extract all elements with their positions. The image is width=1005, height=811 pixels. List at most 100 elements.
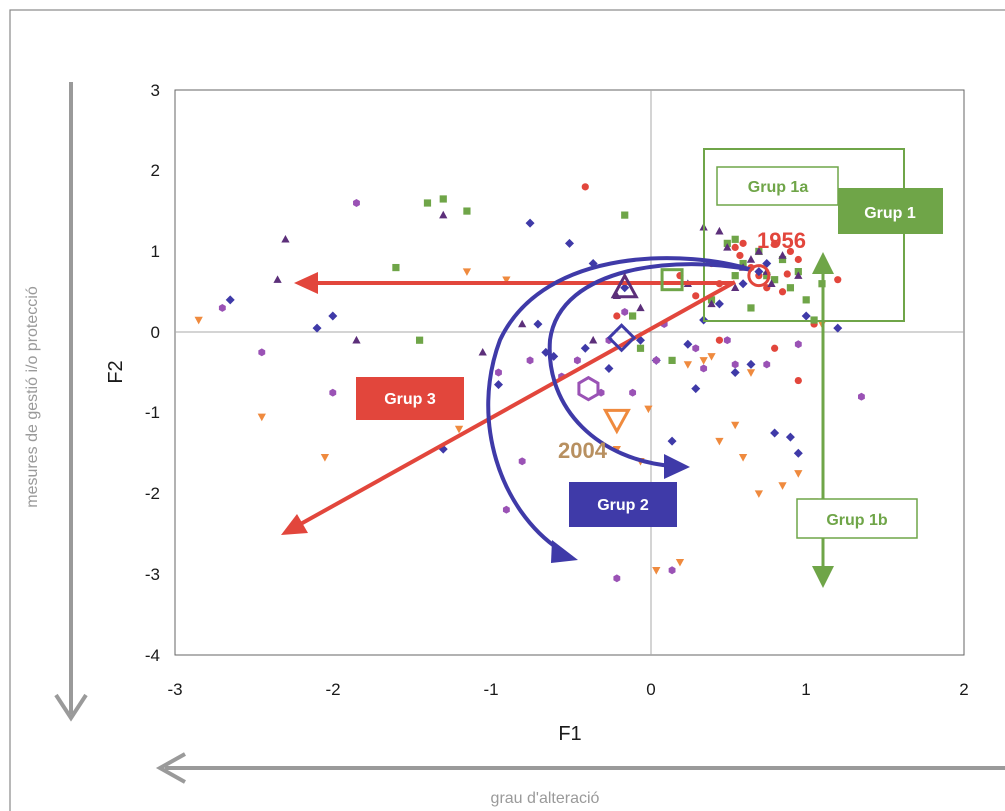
data-point-square bbox=[415, 336, 424, 344]
x-tick: 2 bbox=[959, 680, 968, 699]
data-point-circle bbox=[771, 239, 779, 247]
data-point-triangle bbox=[715, 226, 724, 235]
x-tick: 0 bbox=[646, 680, 655, 699]
data-point-triangle bbox=[731, 283, 740, 291]
data-point-square bbox=[778, 255, 787, 264]
group-3-label: Grup 3 bbox=[384, 391, 436, 408]
year-1956-label: 1956 bbox=[757, 228, 806, 253]
data-point-hexagon bbox=[218, 303, 226, 312]
group-1a-label: Grup 1a bbox=[748, 179, 809, 196]
centroid-marker-square bbox=[660, 268, 684, 292]
data-point-triangle-down bbox=[652, 567, 661, 575]
data-point-hexagon bbox=[794, 340, 802, 349]
data-point-diamond bbox=[533, 319, 543, 329]
data-point-hexagon bbox=[629, 388, 637, 397]
data-point-diamond bbox=[833, 323, 843, 333]
data-point-triangle-down bbox=[675, 558, 685, 567]
data-point-hexagon bbox=[763, 360, 771, 369]
data-point-hexagon bbox=[518, 457, 526, 466]
group-2-arrows bbox=[486, 256, 753, 563]
y-tick: -4 bbox=[145, 646, 160, 665]
data-point-hexagon bbox=[495, 368, 502, 377]
data-point-hexagon bbox=[858, 392, 865, 401]
group-1-label: Grup 1 bbox=[864, 205, 916, 222]
data-point-square bbox=[423, 199, 432, 207]
x-axis-title: F1 bbox=[558, 723, 581, 745]
data-point-square bbox=[771, 276, 779, 284]
data-point-triangle-down bbox=[754, 490, 763, 498]
y-axis-title: F2 bbox=[105, 360, 127, 383]
data-point-hexagon bbox=[526, 356, 534, 365]
data-point-diamond bbox=[754, 267, 764, 277]
data-point-diamond bbox=[565, 238, 574, 248]
data-point-triangle bbox=[746, 255, 756, 263]
data-point-triangle-down bbox=[454, 425, 464, 434]
data-point-triangle-down bbox=[320, 454, 330, 462]
data-point-triangle bbox=[723, 243, 732, 251]
data-point-diamond bbox=[580, 343, 590, 353]
data-point-square bbox=[439, 195, 447, 203]
data-point-circle bbox=[778, 288, 787, 296]
data-point-triangle-down bbox=[794, 470, 803, 478]
data-point-diamond bbox=[493, 380, 503, 390]
data-point-square bbox=[463, 207, 471, 215]
data-point-diamond bbox=[620, 283, 630, 293]
data-point-square bbox=[668, 356, 676, 364]
data-point-hexagon bbox=[353, 199, 360, 207]
data-point-diamond bbox=[667, 436, 677, 446]
data-point-hexagon bbox=[652, 356, 660, 365]
data-point-diamond bbox=[730, 368, 740, 377]
data-point-square bbox=[731, 235, 739, 243]
data-point-triangle bbox=[352, 335, 361, 344]
figure-frame bbox=[9, 9, 1005, 811]
group-1b-label-box: Grup 1b bbox=[796, 498, 918, 539]
data-point-circle bbox=[613, 312, 621, 320]
data-point-circle bbox=[783, 270, 791, 278]
data-point-hexagon bbox=[621, 308, 629, 316]
data-point-triangle bbox=[636, 303, 645, 312]
data-point-circle bbox=[715, 336, 724, 344]
y-tick: 2 bbox=[151, 161, 160, 180]
centroid-marker-triangle bbox=[610, 272, 639, 299]
data-point-hexagon bbox=[258, 348, 266, 357]
data-point-hexagon bbox=[731, 360, 739, 369]
data-point-square bbox=[621, 211, 629, 219]
data-point-hexagon bbox=[700, 364, 708, 373]
data-point-triangle bbox=[767, 279, 776, 287]
y-tick: 1 bbox=[151, 242, 160, 261]
centroid-markers bbox=[577, 264, 771, 435]
data-point-triangle-down bbox=[194, 316, 203, 325]
data-point-triangle-down bbox=[707, 353, 716, 361]
data-point-triangle bbox=[439, 210, 448, 219]
alteration-arrow bbox=[155, 752, 1005, 784]
group-1a-label-box: Grup 1a bbox=[716, 166, 839, 206]
y-axis-ticks: 3 2 1 0 -1 -2 -3 -4 bbox=[145, 81, 160, 665]
data-point-diamond bbox=[785, 432, 795, 442]
centroid-marker-diamond bbox=[606, 323, 637, 353]
data-point-triangle bbox=[778, 251, 787, 259]
data-point-diamond bbox=[746, 359, 756, 369]
data-point-hexagon bbox=[723, 336, 731, 345]
centroid-marker-circle bbox=[747, 264, 771, 288]
group-2-label-box: Grup 2 bbox=[569, 482, 677, 527]
group-1b-label: Grup 1b bbox=[826, 512, 888, 529]
data-point-hexagon bbox=[692, 344, 700, 353]
data-point-hexagon bbox=[329, 388, 337, 397]
x-tick: 1 bbox=[801, 680, 810, 699]
data-point-diamond bbox=[225, 295, 235, 305]
data-point-diamond bbox=[801, 311, 811, 321]
data-point-triangle-down bbox=[699, 357, 708, 365]
data-point-triangle bbox=[281, 235, 290, 243]
data-point-diamond bbox=[738, 279, 748, 289]
data-point-circle bbox=[731, 243, 739, 251]
data-point-square bbox=[802, 296, 810, 304]
data-point-square bbox=[636, 344, 645, 352]
data-point-circle bbox=[794, 376, 802, 385]
data-point-diamond bbox=[770, 428, 780, 438]
data-point-triangle-down bbox=[715, 437, 724, 446]
data-point-triangle-down bbox=[644, 405, 653, 414]
alteration-label: grau d'alteració bbox=[491, 790, 600, 807]
group-2-label: Grup 2 bbox=[597, 497, 649, 514]
x-tick: -3 bbox=[167, 680, 182, 699]
data-point-square bbox=[786, 284, 795, 292]
